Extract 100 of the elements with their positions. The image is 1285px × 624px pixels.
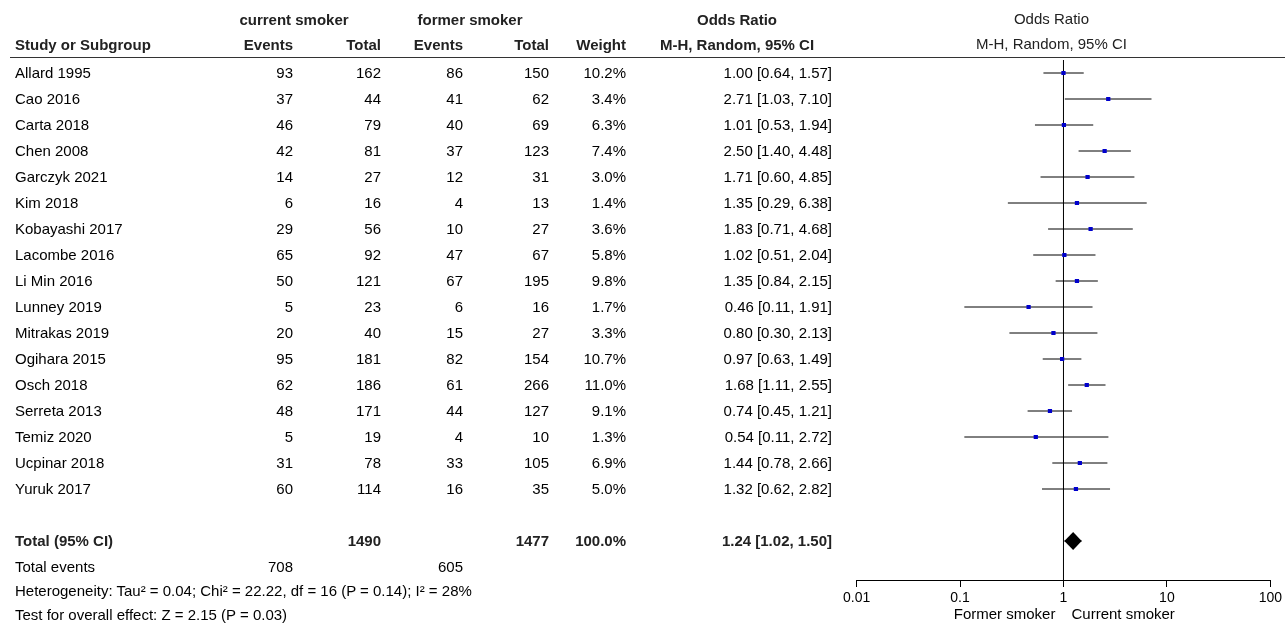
text: 23 [364,298,381,315]
text: 9.1% [591,402,626,419]
category-label: Lacombe 2016 [15,246,115,263]
text: 11.0% [584,376,626,393]
text: 1490 [347,532,381,549]
text: 15 [446,324,463,341]
text: 5 [284,298,293,315]
text: 44 [364,90,381,107]
text: 16 [364,194,381,211]
text: 0.46 [0.11, 1.91] [724,298,832,315]
text: 9.8% [591,272,626,289]
text: 105 [523,454,549,471]
text: 4 [454,194,463,211]
text: 37 [276,90,293,107]
text: Heterogeneity: Tau² = 0.04; Chi² = 22.22, df = 16 (P = 0.14); I² = 28% [15,581,472,601]
text: 6 [284,194,293,211]
text: 1.02 [0.51, 2.04] [723,246,832,263]
category-label: Cao 2016 [15,90,81,107]
text: 605 [437,558,463,575]
text: 1.3% [591,428,626,445]
text: 35 [532,480,549,497]
text: 123 [523,142,549,159]
text: 154 [523,350,549,367]
text: 62 [532,90,549,107]
text: 82 [446,350,463,367]
text: 93 [276,64,293,81]
text: 7.4% [591,142,626,159]
text: 14 [276,168,293,185]
category-label: Total (95% CI) [15,532,114,549]
text: 37 [446,142,463,159]
category-label: Yuruk 2017 [15,480,91,497]
text: 114 [357,480,381,497]
text: 10.7% [583,350,626,367]
x-tick-label: 10 [1159,589,1175,606]
text: 92 [364,246,381,263]
text: 33 [446,454,463,471]
text: 16 [446,480,463,497]
text: 3.4% [591,90,626,107]
text: 266 [523,376,549,393]
text: 1.32 [0.62, 2.82] [723,480,832,497]
text: 2.71 [1.03, 7.10] [723,90,832,107]
category-label: Mitrakas 2019 [15,324,110,341]
category-label: Weight [576,36,626,53]
text: 1.7% [591,298,626,315]
text: 195 [523,272,549,289]
text: 10.2% [583,64,626,81]
text: 1.00 [0.64, 1.57] [723,64,832,81]
text: 27 [532,220,549,237]
chart-subtitle: M-H, Random, 95% CI [976,35,1127,53]
text: 10 [532,428,549,445]
text: 1.35 [0.29, 6.38] [723,194,832,211]
text: 79 [364,116,381,133]
text: 31 [276,454,293,471]
text: 62 [276,376,293,393]
text: 67 [532,246,549,263]
text: 1.71 [0.60, 4.85] [723,168,832,185]
category-label: Osch 2018 [15,376,88,393]
category-label: Temiz 2020 [15,428,92,445]
text: 1.68 [1.11, 2.55] [724,376,832,393]
chart-title: Odds Ratio [1013,10,1089,28]
text: 40 [446,116,463,133]
text: current smoker [239,11,349,28]
text: 46 [276,116,293,133]
category-label: Total events [15,558,96,575]
text: 4 [454,428,463,445]
category-label: Lunney 2019 [15,298,102,315]
text: 95 [276,350,293,367]
category-label: Chen 2008 [15,142,89,159]
text: 0.54 [0.11, 2.72] [724,428,832,445]
text: former smoker [417,11,523,28]
text: 3.0% [591,168,626,185]
text: 50 [276,272,293,289]
text: 150 [523,64,549,81]
text: 10 [446,220,463,237]
text: 69 [532,116,549,133]
text: 86 [446,64,463,81]
text: Odds Ratio [696,10,778,30]
text: 0.80 [0.30, 2.13] [723,324,832,341]
text: 1.35 [0.84, 2.15] [723,272,832,289]
text: Former smoker [953,605,1056,623]
category-label: Serreta 2013 [15,402,102,419]
text: 1.83 [0.71, 4.68] [723,220,832,237]
text: Current smoker [1071,605,1175,623]
text: 181 [355,350,381,367]
text: 121 [355,272,381,289]
category-label: Study or Subgroup [15,35,151,55]
text: 60 [276,480,293,497]
text: 61 [446,376,463,393]
text: 5.0% [591,480,626,497]
text: 0.74 [0.45, 1.21] [723,402,832,419]
text: 27 [364,168,381,185]
text: 78 [364,454,381,471]
text: 48 [276,402,293,419]
text: 186 [355,376,381,393]
x-tick-label: 100 [1258,589,1283,606]
text: 171 [355,402,381,419]
category-label: Garczyk 2021 [15,168,108,185]
text: 5 [284,428,293,445]
text: 1.01 [0.53, 1.94] [723,116,832,133]
text: 1477 [515,532,549,549]
